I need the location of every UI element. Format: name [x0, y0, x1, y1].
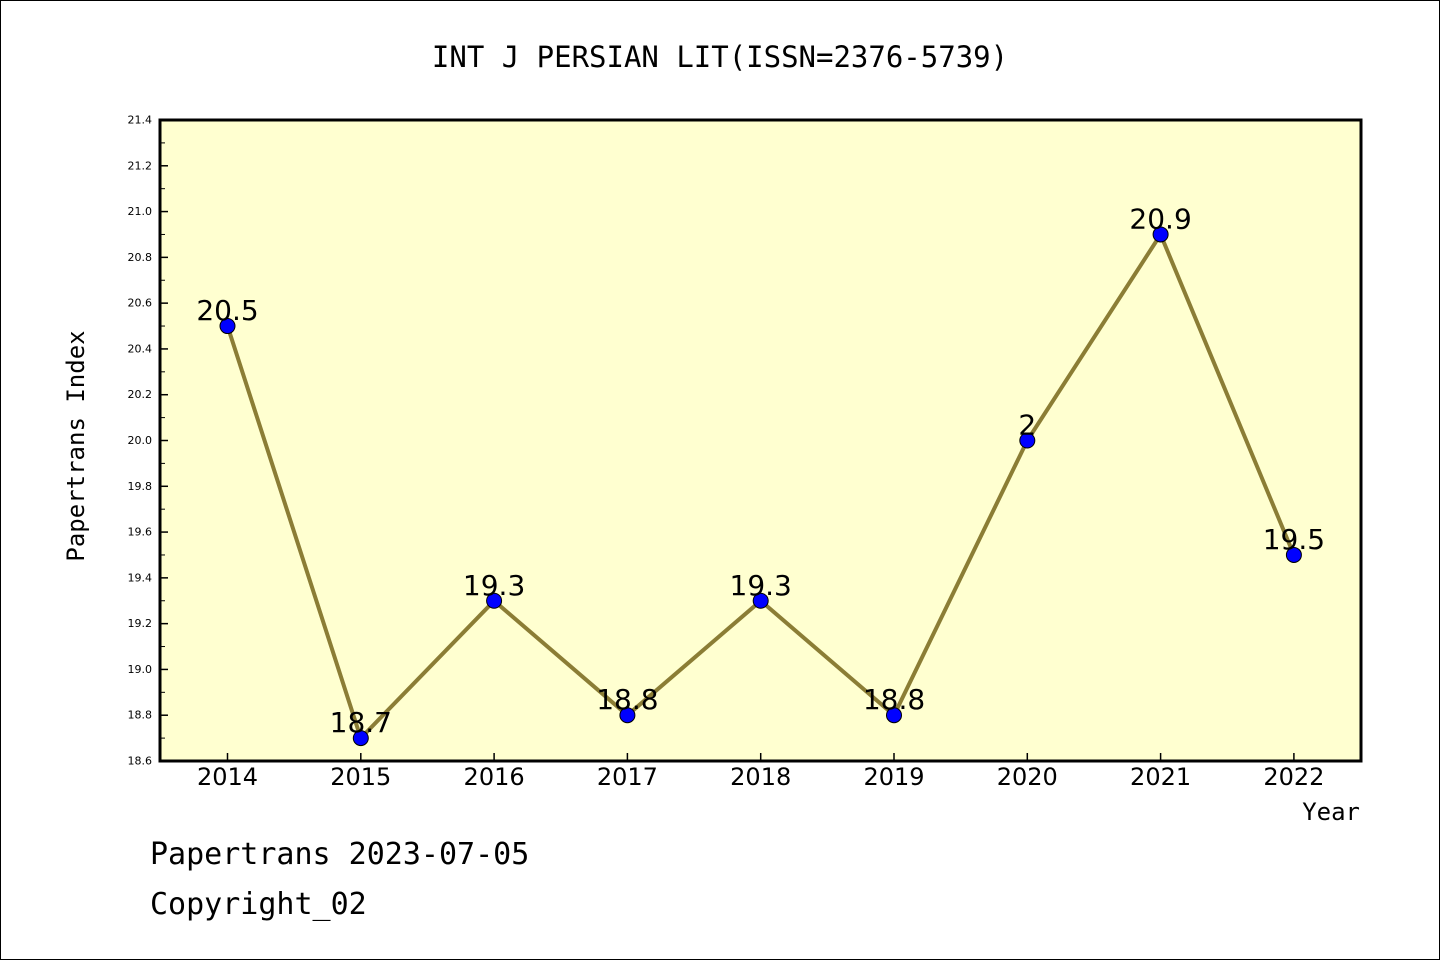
data-point [619, 707, 636, 724]
y-tick-label: 20.0 [128, 434, 153, 447]
x-tick-label: 2020 [997, 763, 1058, 791]
x-tick-label: 2014 [197, 763, 258, 791]
y-tick-label: 21.2 [128, 159, 153, 172]
footer-date: Papertrans 2023-07-05 [150, 837, 529, 872]
y-tick-label: 21.0 [128, 205, 153, 218]
y-tick-label: 19.4 [128, 571, 153, 584]
x-tick-label: 2016 [464, 763, 525, 791]
y-tick-label: 18.8 [128, 709, 153, 722]
x-tick-label: 2022 [1263, 763, 1324, 791]
data-point [1019, 432, 1036, 449]
data-point [1285, 546, 1302, 563]
data-point [352, 730, 369, 747]
y-tick-label: 19.8 [128, 480, 153, 493]
x-axis-ticks: 2014 2015 2016 2017 2018 2019 2020 2021 2022 [197, 753, 1324, 791]
data-label: 19.3 [730, 569, 792, 602]
data-label: 19.5 [1263, 523, 1325, 556]
data-point [219, 318, 236, 335]
y-tick-label: 20.6 [128, 297, 153, 310]
x-tick-label: 2015 [330, 763, 391, 791]
x-tick-label: 2021 [1130, 763, 1191, 791]
data-point [886, 707, 902, 724]
x-tick-label: 2019 [863, 763, 924, 791]
data-point [1152, 226, 1169, 243]
y-tick-label: 19.0 [128, 663, 153, 676]
x-tick-label: 2017 [597, 763, 658, 791]
y-tick-label: 21.4 [128, 114, 153, 127]
data-label: 19.3 [463, 569, 525, 602]
footer-copyright: Copyright_02 [150, 887, 367, 922]
data-points [219, 226, 1302, 747]
y-tick-label: 18.6 [128, 755, 153, 768]
y-axis-label: Papertrans Index [62, 330, 90, 561]
data-point [752, 592, 769, 609]
data-label: 18.8 [596, 683, 658, 716]
data-label: 18.7 [330, 706, 392, 739]
y-tick-label: 19.6 [128, 526, 153, 539]
data-point [486, 592, 503, 609]
chart-title: INT J PERSIAN LIT(ISSN=2376-5739) [432, 40, 1008, 74]
x-tick-label: 2018 [730, 763, 791, 791]
data-label: 20.5 [196, 294, 258, 327]
y-axis-ticks: 18.6 18.8 19.0 19.2 19.4 19.6 19.8 20.0 20.2 20.4… [128, 114, 168, 768]
data-label: 20.9 [1129, 202, 1191, 235]
y-tick-label: 20.2 [128, 388, 153, 401]
x-axis-label: Year [1302, 798, 1360, 826]
data-label: 2 [1018, 409, 1036, 442]
y-tick-label: 20.4 [128, 342, 153, 355]
y-tick-label: 20.8 [128, 251, 153, 264]
data-labels: 20.5 18.7 19.3 18.8 19.3 18.8 2 20.9 19.5 [196, 202, 1325, 739]
y-tick-label: 19.2 [128, 617, 153, 630]
data-label: 18.8 [863, 683, 925, 716]
